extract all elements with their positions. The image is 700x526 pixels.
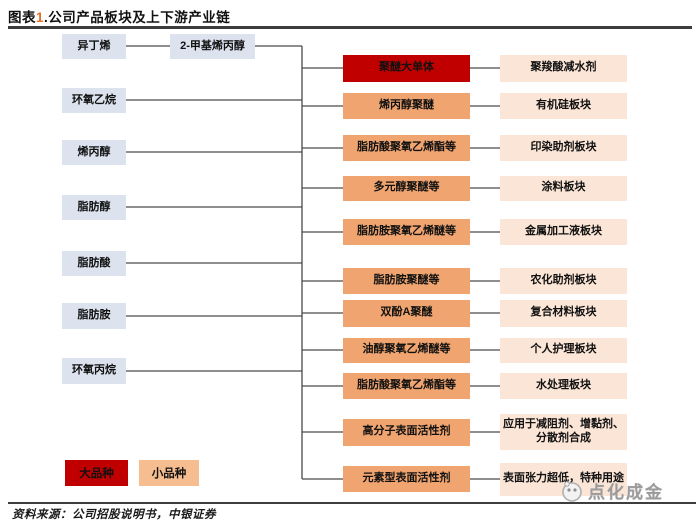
upstream-node: 脂肪酸 [62,251,126,276]
product-node: 元素型表面活性剂 [343,466,470,492]
product-node: 油醇聚氧乙烯醚等 [343,337,470,363]
segment-node: 涂料板块 [500,175,627,201]
upstream-node: 环氧乙烷 [62,88,126,113]
segment-node: 个人护理板块 [500,337,627,363]
product-node: 烯丙醇聚醚 [343,93,470,119]
upstream-node: 2-甲基烯丙醇 [170,34,255,59]
product-node: 聚醚大单体 [343,54,470,82]
product-node: 多元醇聚醚等 [343,175,470,201]
segment-node: 金属加工液板块 [500,219,627,245]
upstream-node: 脂肪醇 [62,195,126,220]
watermark-text: 点化成金 [588,483,664,502]
segment-node: 水处理板块 [500,373,627,399]
product-node: 脂肪胺聚醚等 [343,268,470,294]
upstream-node: 脂肪胺 [62,303,126,329]
watermark-logo: 点化成金 [560,478,664,503]
product-node: 脂肪胺聚氧乙烯醚等 [343,219,470,245]
figure-title: 图表1.公司产品板块及上下游产业链 [8,6,230,26]
segment-node: 聚羧酸减水剂 [500,54,627,82]
segment-node: 复合材料板块 [500,299,627,327]
upstream-node: 环氧丙烷 [62,358,126,384]
product-node: 脂肪酸聚氧乙烯酯等 [343,373,470,399]
watermark-icon [562,480,582,502]
legend-major-variety: 大品种 [65,460,128,486]
segment-node: 有机硅板块 [500,93,627,119]
upstream-node: 烯丙醇 [62,140,126,165]
product-node: 脂肪酸聚氧乙烯酯等 [343,135,470,161]
segment-node: 农化助剂板块 [500,268,627,294]
segment-node: 印染助剂板块 [500,135,627,161]
product-node: 高分子表面活性剂 [343,418,470,446]
figure-number: 1 [36,10,45,25]
bottom-rule [8,502,696,504]
source-note: 资料来源：公司招股说明书，中银证券 [12,509,216,521]
title-rule [8,26,692,29]
figure-title-text: .公司产品板块及上下游产业链 [44,10,231,25]
upstream-node: 异丁烯 [62,34,126,59]
legend-minor-variety: 小品种 [139,460,199,486]
segment-node: 应用于减阻剂、增黏剂、分散剂合成 [500,414,627,450]
figure-title-prefix: 图表 [8,10,36,25]
product-node: 双酚A聚醚 [343,299,470,327]
